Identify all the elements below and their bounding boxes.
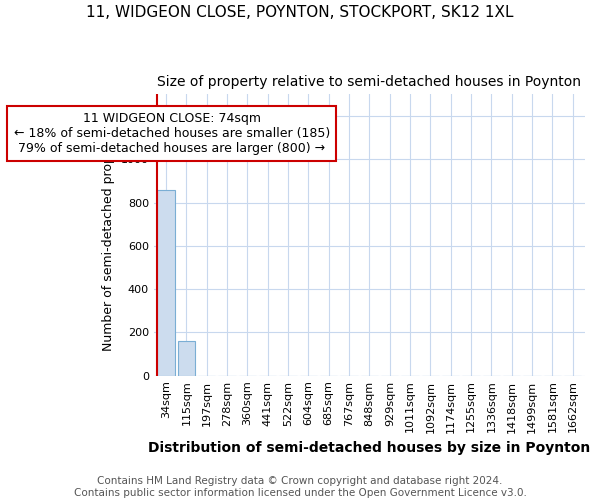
Bar xyxy=(178,341,195,376)
X-axis label: Distribution of semi-detached houses by size in Poynton: Distribution of semi-detached houses by … xyxy=(148,441,590,455)
Title: Size of property relative to semi-detached houses in Poynton: Size of property relative to semi-detach… xyxy=(157,75,581,89)
Bar xyxy=(157,190,175,376)
Text: 11 WIDGEON CLOSE: 74sqm
← 18% of semi-detached houses are smaller (185)
79% of s: 11 WIDGEON CLOSE: 74sqm ← 18% of semi-de… xyxy=(14,112,330,155)
Text: Contains HM Land Registry data © Crown copyright and database right 2024.
Contai: Contains HM Land Registry data © Crown c… xyxy=(74,476,526,498)
Text: 11, WIDGEON CLOSE, POYNTON, STOCKPORT, SK12 1XL: 11, WIDGEON CLOSE, POYNTON, STOCKPORT, S… xyxy=(86,5,514,20)
Y-axis label: Number of semi-detached properties: Number of semi-detached properties xyxy=(102,120,115,350)
